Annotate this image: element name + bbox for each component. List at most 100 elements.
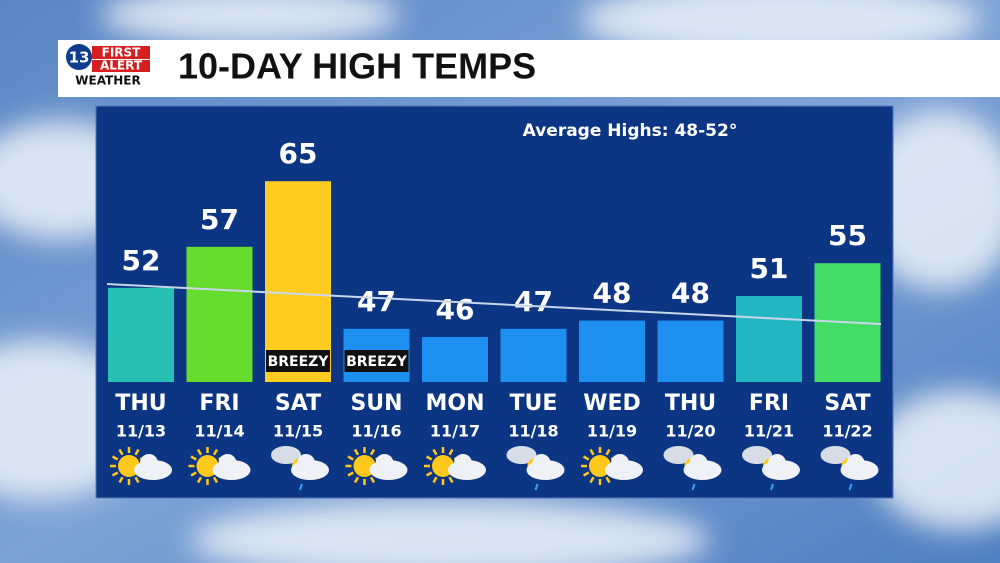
sun-ray bbox=[605, 476, 611, 484]
title-bar bbox=[58, 40, 1000, 97]
weather-icon bbox=[820, 446, 879, 491]
weather-icon bbox=[345, 447, 408, 485]
day-label: MON bbox=[425, 391, 484, 416]
logo-alert: ALERT bbox=[100, 59, 143, 73]
bar bbox=[736, 296, 802, 382]
value-label: 48 bbox=[593, 277, 632, 310]
date-label: 11/20 bbox=[665, 422, 715, 441]
day-label: FRI bbox=[199, 391, 239, 416]
sun-ray bbox=[432, 448, 438, 456]
weather-icon bbox=[271, 446, 329, 491]
value-label: 47 bbox=[514, 285, 553, 318]
sun-ray bbox=[448, 476, 454, 484]
cloud bbox=[611, 454, 629, 472]
rain-drop bbox=[691, 483, 696, 491]
value-label: 52 bbox=[122, 244, 161, 277]
sun-ray bbox=[134, 448, 140, 456]
sun-ray bbox=[432, 476, 438, 484]
average-line bbox=[106, 283, 882, 325]
cloud bbox=[532, 454, 551, 472]
day-label: SUN bbox=[350, 391, 402, 416]
date-label: 11/22 bbox=[822, 422, 872, 441]
logo: 13 FIRST ALERT WEATHER bbox=[66, 44, 150, 88]
sun-ray bbox=[448, 448, 454, 456]
sun-ray bbox=[111, 471, 119, 477]
date-label: 11/18 bbox=[508, 422, 558, 441]
sun-ray bbox=[425, 471, 433, 477]
value-label: 55 bbox=[828, 219, 867, 252]
rain-drop bbox=[848, 483, 853, 491]
dark-cloud bbox=[663, 446, 694, 464]
date-label: 11/13 bbox=[116, 422, 166, 441]
logo-first: FIRST bbox=[102, 46, 142, 60]
logo-badge bbox=[66, 44, 92, 70]
chart-title: 10-DAY HIGH TEMPS bbox=[178, 46, 536, 87]
sun-ray bbox=[353, 476, 360, 484]
value-label: 57 bbox=[200, 203, 239, 236]
sun-ray bbox=[589, 476, 595, 484]
bar bbox=[186, 246, 253, 382]
day-label: THU bbox=[665, 391, 716, 416]
logo-number: 13 bbox=[69, 49, 90, 67]
sun-ray bbox=[347, 455, 354, 461]
date-label: 11/19 bbox=[587, 422, 637, 441]
sun-ray bbox=[196, 448, 203, 456]
weather-icon bbox=[663, 446, 722, 491]
date-label: 11/21 bbox=[744, 422, 794, 441]
weather-icon bbox=[188, 447, 251, 485]
cloud bbox=[846, 454, 865, 472]
value-label: 51 bbox=[750, 252, 789, 285]
bar bbox=[422, 337, 488, 382]
sun-ray bbox=[196, 476, 203, 484]
day-label: TUE bbox=[510, 391, 558, 416]
sun-ray bbox=[605, 448, 611, 456]
rain-drop bbox=[299, 483, 303, 491]
bar bbox=[265, 181, 331, 382]
date-label: 11/16 bbox=[351, 422, 401, 441]
sun-ray bbox=[111, 455, 119, 461]
annotation-bg bbox=[266, 350, 330, 372]
logo-weather: WEATHER bbox=[75, 74, 140, 88]
date-label: 11/15 bbox=[273, 422, 323, 441]
sun-ray bbox=[190, 471, 197, 477]
value-label: 47 bbox=[357, 285, 396, 318]
day-label: SAT bbox=[275, 391, 321, 416]
bar bbox=[579, 320, 645, 382]
dark-cloud bbox=[820, 446, 851, 464]
dark-cloud bbox=[742, 446, 772, 464]
weather-icon bbox=[424, 447, 486, 485]
cloud bbox=[140, 454, 158, 472]
chart-subtitle: Average Highs: 48-52° bbox=[523, 121, 738, 141]
bar bbox=[657, 320, 724, 382]
value-label: 65 bbox=[279, 137, 318, 170]
day-label: FRI bbox=[749, 391, 789, 416]
sun-ray bbox=[347, 471, 354, 477]
sun-ray bbox=[134, 476, 140, 484]
value-label: 46 bbox=[436, 293, 475, 326]
dark-cloud bbox=[506, 446, 537, 464]
sun-ray bbox=[369, 448, 376, 456]
day-label: THU bbox=[115, 391, 166, 416]
date-label: 11/14 bbox=[194, 422, 244, 441]
logo-alert-bg bbox=[92, 60, 150, 72]
cloud bbox=[297, 454, 315, 472]
rain-drop bbox=[770, 483, 774, 491]
cloud bbox=[689, 454, 708, 472]
logo-first-bg bbox=[92, 46, 150, 59]
sun-ray bbox=[589, 448, 595, 456]
dark-cloud bbox=[271, 446, 301, 464]
cloud bbox=[375, 454, 394, 472]
annotation-bg bbox=[344, 350, 409, 372]
annotation: BREEZY bbox=[268, 354, 330, 370]
value-label: 48 bbox=[671, 277, 710, 310]
cloud bbox=[454, 454, 472, 472]
sun-ray bbox=[353, 448, 360, 456]
cloud bbox=[218, 454, 237, 472]
sun-ray bbox=[118, 448, 124, 456]
bar bbox=[500, 328, 567, 382]
sun-ray bbox=[582, 471, 590, 477]
sun-ray bbox=[190, 455, 197, 461]
sun-ray bbox=[212, 448, 219, 456]
weather-icon bbox=[581, 447, 643, 485]
